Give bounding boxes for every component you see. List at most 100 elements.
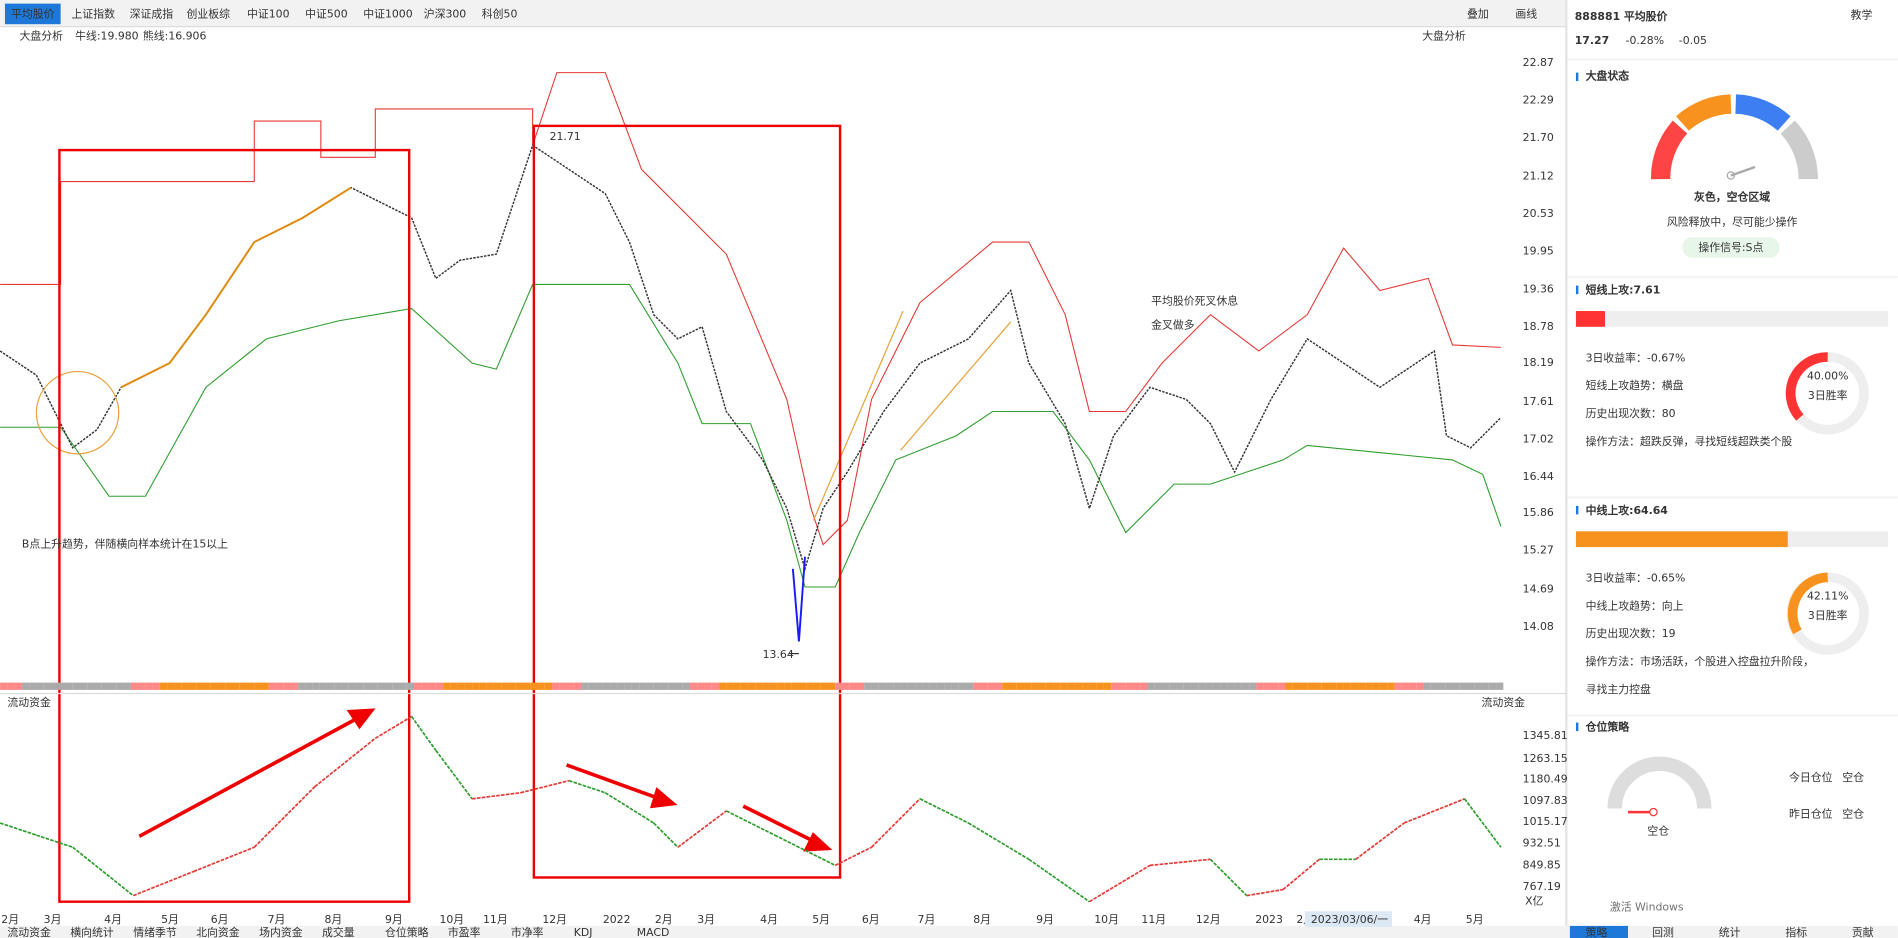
- side-tab[interactable]: 回测: [1652, 926, 1674, 938]
- top-tab[interactable]: 上证指数: [72, 7, 116, 21]
- strip-cell: [668, 682, 676, 690]
- x-axis-label: 8月: [324, 913, 342, 926]
- strip-cell: [406, 682, 415, 690]
- flow-segment: [132, 870, 195, 897]
- strip-cell: [1249, 682, 1257, 690]
- today-value: 空仓: [1842, 770, 1864, 784]
- strip-cell: [748, 682, 756, 690]
- top-tab[interactable]: 平均股价: [11, 8, 55, 21]
- flow-axis-label: 849.85: [1523, 858, 1561, 871]
- bottom-tab[interactable]: 北向资金: [196, 925, 240, 938]
- strip-cell: [515, 682, 523, 690]
- strip-cell: [1067, 682, 1075, 690]
- top-tab[interactable]: 中证1000: [363, 8, 413, 21]
- strip-cell: [1103, 682, 1112, 690]
- strip-cell: [1278, 682, 1286, 690]
- strip-cell: [1169, 682, 1177, 690]
- strip-cell: [508, 682, 516, 690]
- strip-cell: [14, 682, 22, 690]
- strip-cell: [1024, 682, 1032, 690]
- x-axis-label: 9月: [1036, 913, 1054, 926]
- side-tab[interactable]: 策略: [1586, 925, 1608, 938]
- strip-cell: [435, 682, 444, 690]
- strip-cell: [29, 682, 37, 690]
- strip-cell: [145, 682, 153, 690]
- strip-cell: [58, 682, 66, 690]
- strip-cell: [7, 682, 15, 690]
- bottom-tab[interactable]: MACD: [637, 926, 670, 938]
- toolbar-button[interactable]: 画线: [1515, 7, 1537, 21]
- strip-cell: [653, 682, 661, 690]
- strip-cell: [326, 682, 335, 690]
- strip-cell: [769, 682, 778, 690]
- win-rate: 42.11%: [1807, 590, 1848, 603]
- side-tab[interactable]: 贡献: [1852, 926, 1874, 938]
- strip-cell: [1031, 682, 1039, 690]
- stat-item: 3日收益率：-0.67%: [1586, 350, 1686, 364]
- strip-cell: [682, 682, 690, 690]
- strip-cell: [610, 682, 618, 690]
- today-label: 今日仓位: [1789, 770, 1833, 784]
- bottom-tab[interactable]: KDJ: [574, 926, 593, 938]
- bottom-tab[interactable]: 仓位策略: [385, 925, 429, 938]
- top-tab[interactable]: 中证500: [305, 8, 348, 21]
- bottom-tab[interactable]: 场内资金: [259, 925, 303, 938]
- strip-cell: [1191, 682, 1199, 690]
- strip-cell: [1459, 682, 1468, 690]
- flow-segment: [36, 834, 73, 849]
- price-axis-label: 21.70: [1523, 131, 1554, 144]
- toolbar-button[interactable]: 叠加: [1467, 8, 1489, 21]
- strip-cell: [36, 682, 44, 690]
- pct: -0.28%: [1626, 34, 1664, 47]
- flow-segment: [472, 791, 521, 800]
- top-tab[interactable]: 创业板综: [186, 7, 230, 21]
- flow-axis-label: 1015.17: [1523, 815, 1568, 828]
- stock-code: 888881 平均股价: [1575, 9, 1668, 23]
- top-tab[interactable]: 深证成指: [130, 7, 174, 21]
- strip-cell: [1140, 682, 1148, 690]
- strip-cell: [740, 682, 749, 690]
- indicator-label: 大盘分析: [19, 28, 63, 42]
- price-axis-label: 15.86: [1523, 506, 1554, 519]
- strip-cell: [1408, 682, 1417, 690]
- strip-cell: [94, 682, 102, 690]
- bottom-tab[interactable]: 情绪季节: [133, 925, 177, 938]
- top-tab[interactable]: 科创50: [482, 7, 518, 21]
- x-axis-label: 3月: [44, 913, 62, 926]
- strip-cell: [443, 682, 451, 690]
- x-axis-label: 7月: [918, 913, 936, 926]
- annotation: B点上升趋势，伴随横向样本统计在15以上: [22, 537, 228, 551]
- x-axis-label: 4月: [760, 913, 778, 926]
- flow-segment: [193, 846, 255, 873]
- help-link[interactable]: 教学: [1851, 8, 1873, 22]
- strip-cell: [697, 682, 705, 690]
- strip-cell: [537, 682, 545, 690]
- flow-segment: [1149, 858, 1211, 867]
- strip-cell: [1314, 682, 1322, 690]
- strip-cell: [820, 682, 828, 690]
- bottom-tab[interactable]: 市盈率: [448, 925, 481, 938]
- bottom-tab[interactable]: 流动资金: [7, 925, 51, 938]
- bottom-tab[interactable]: 横向统计: [70, 925, 114, 938]
- strip-cell: [1111, 682, 1119, 690]
- strip-cell: [203, 682, 211, 690]
- bottom-tab[interactable]: 成交量: [322, 925, 355, 938]
- strip-cell: [566, 682, 574, 690]
- strip-cell: [602, 682, 611, 690]
- top-tab[interactable]: 中证100: [247, 8, 290, 21]
- strip-cell: [675, 682, 683, 690]
- bottom-tab[interactable]: 市净率: [511, 925, 544, 938]
- strip-cell: [1496, 682, 1504, 690]
- strip-cell: [1379, 682, 1388, 690]
- top-tab[interactable]: 沪深300: [424, 7, 467, 21]
- strip-cell: [479, 682, 487, 690]
- strip-cell: [1125, 682, 1133, 690]
- strip-cell: [348, 682, 356, 690]
- strip-cell: [1292, 682, 1300, 690]
- panel-title: 流动资金: [1482, 695, 1526, 709]
- side-tab[interactable]: 指标: [1785, 925, 1807, 938]
- x-axis-label: 4月: [1414, 913, 1432, 926]
- strip-cell: [631, 682, 640, 690]
- strip-cell: [464, 682, 473, 690]
- side-tab[interactable]: 统计: [1719, 926, 1741, 938]
